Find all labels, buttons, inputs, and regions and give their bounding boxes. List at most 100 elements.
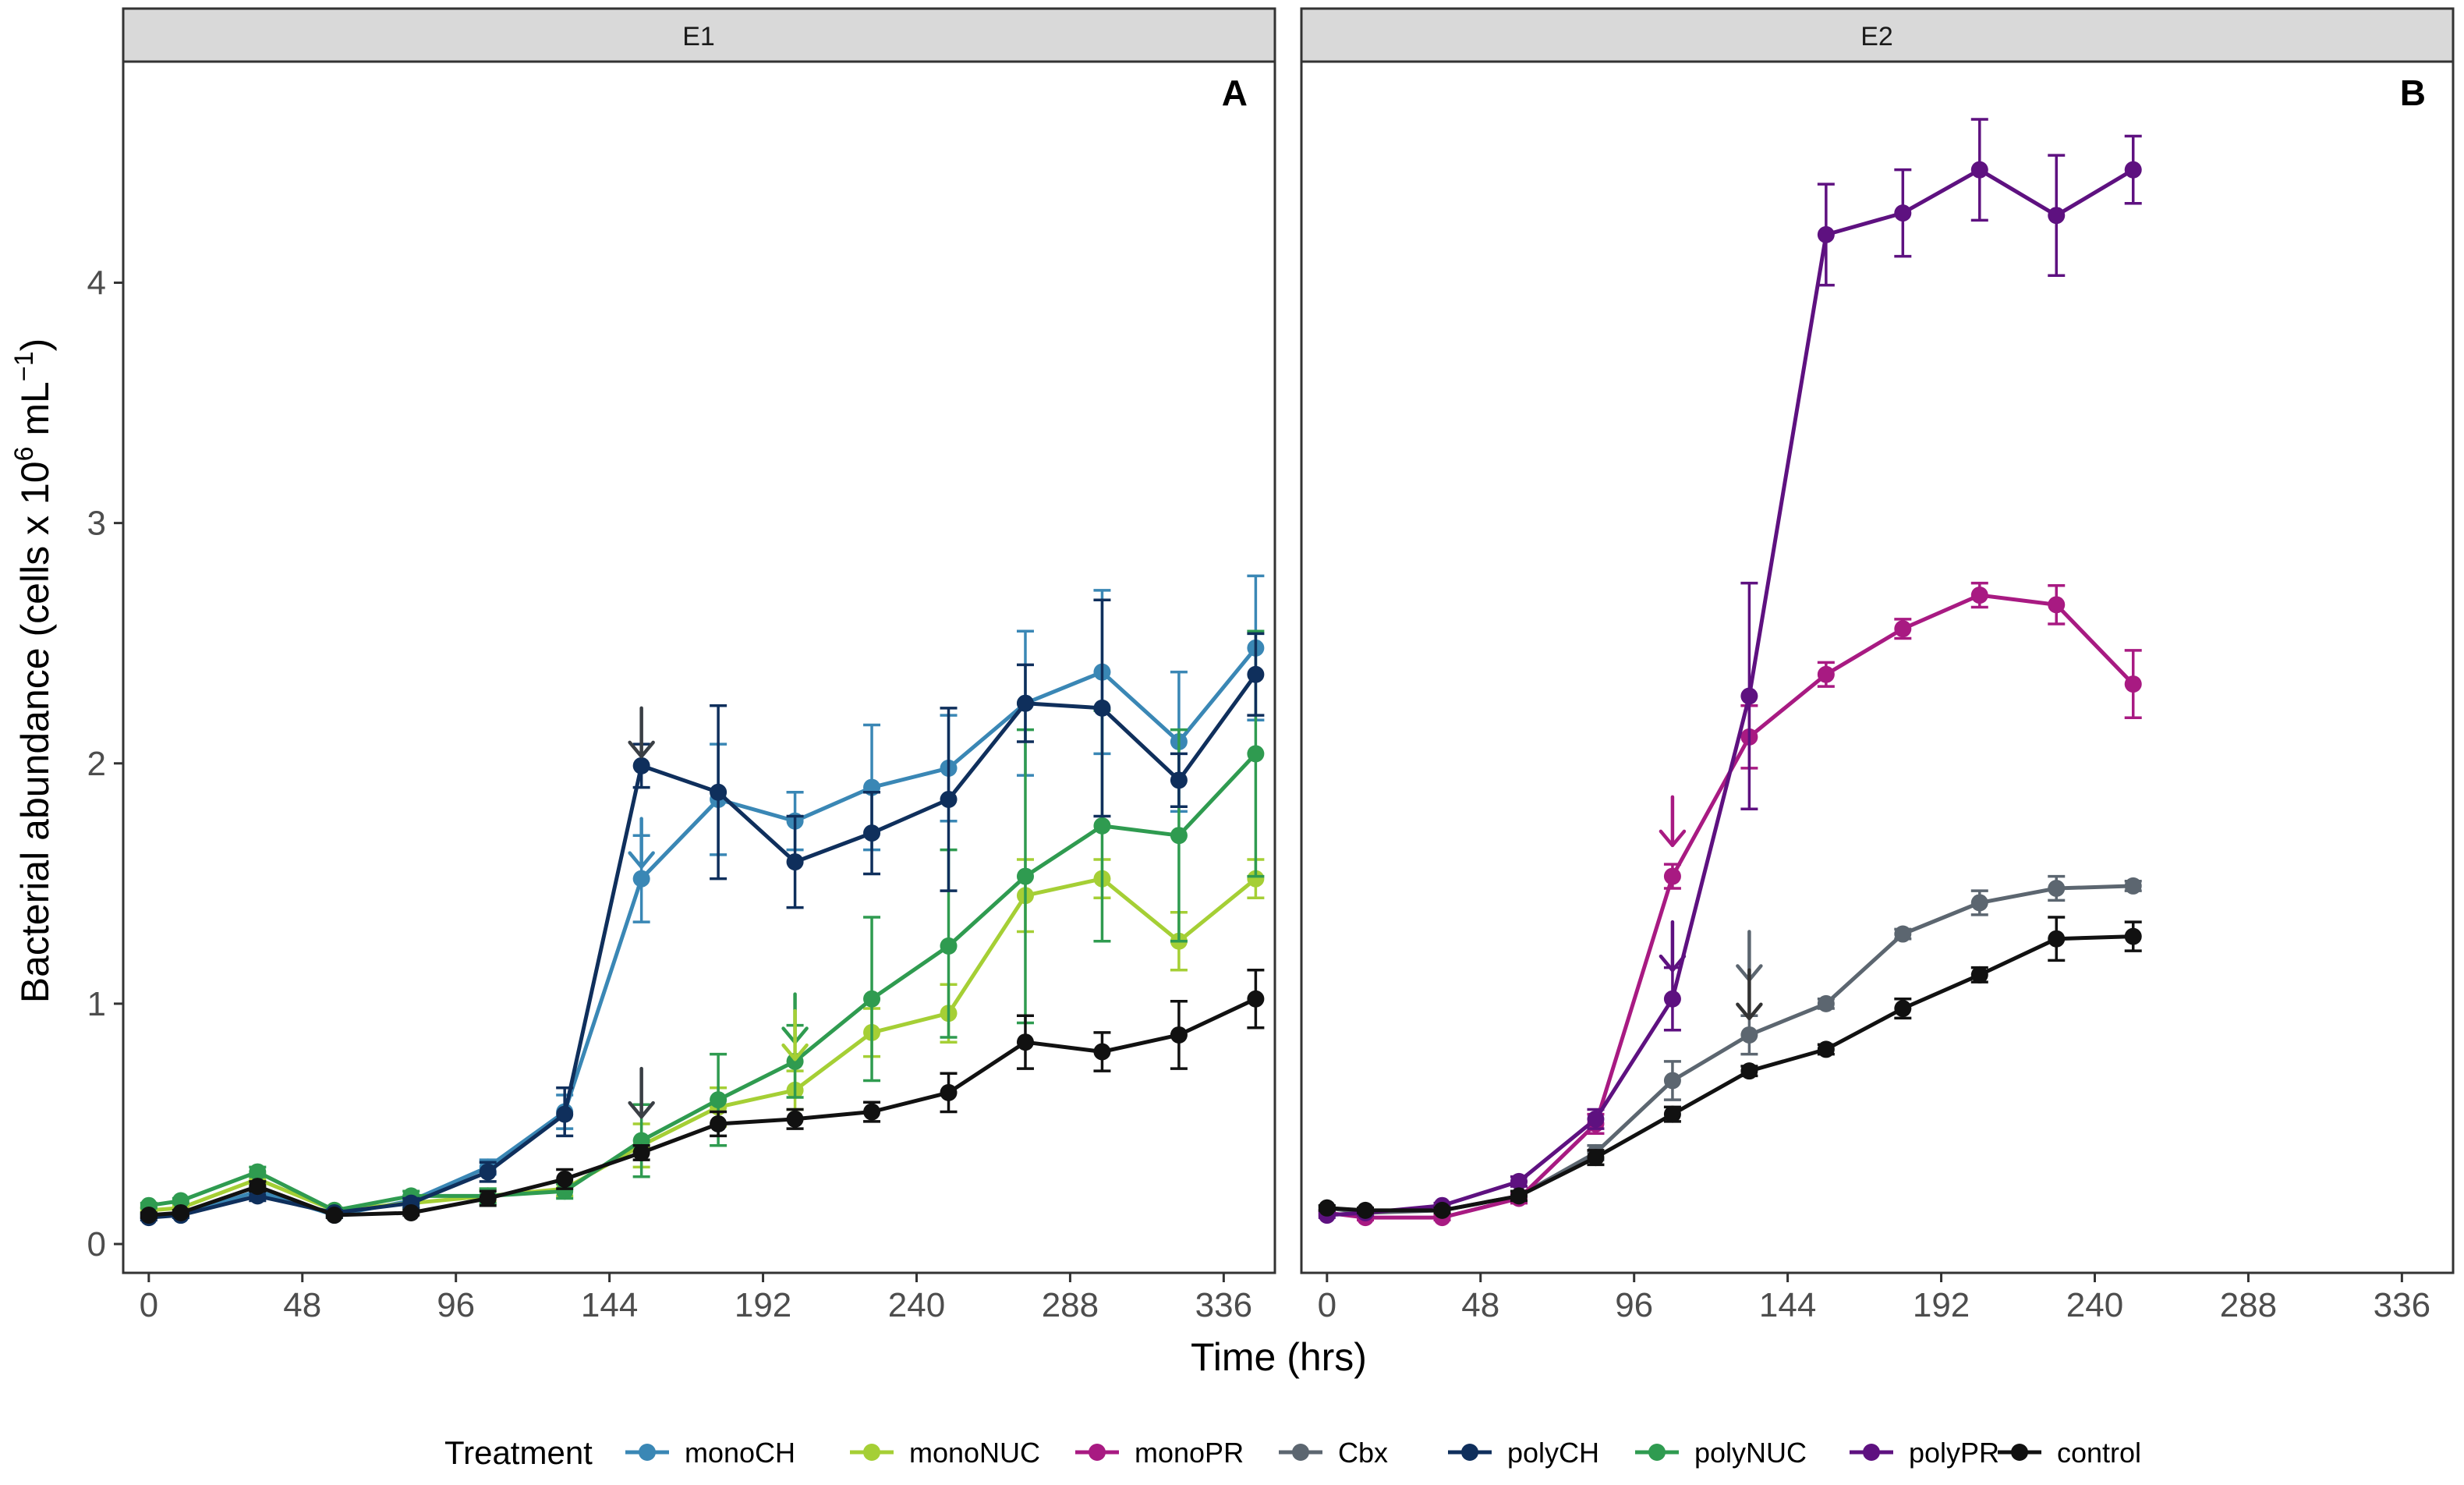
x-tick-label: 192 <box>735 1286 791 1324</box>
data-point-control <box>325 1207 343 1225</box>
series-control <box>140 969 1265 1225</box>
series-e1 <box>140 574 1265 1227</box>
data-point-polyNUC <box>1093 817 1111 835</box>
addition-arrow <box>628 1066 655 1119</box>
series-polyCH <box>140 598 1265 1227</box>
x-tick-label: 96 <box>437 1286 475 1324</box>
legend-label: polyNUC <box>1694 1437 1807 1469</box>
data-point-control <box>402 1203 420 1221</box>
data-point-monoCH <box>632 870 650 888</box>
legend-item-polyNUC: polyNUC <box>1635 1437 1807 1469</box>
series-control <box>1318 916 2142 1219</box>
arrow-head <box>781 1043 809 1061</box>
facet-strip-label-e2: E2 <box>1860 22 1893 51</box>
data-point-polyPR <box>1740 687 1758 705</box>
data-point-control <box>1247 990 1265 1008</box>
x-tick-label: 0 <box>140 1286 158 1324</box>
addition-arrow <box>628 817 655 869</box>
data-point-monoPR <box>1970 587 1988 604</box>
data-point-polyPR <box>2048 207 2066 225</box>
legend-label: Cbx <box>1338 1437 1388 1469</box>
x-tick-label: 96 <box>1615 1286 1653 1324</box>
x-tick-label: 48 <box>1461 1286 1499 1324</box>
facet-strip-label-e1: E1 <box>682 22 715 51</box>
data-point-control <box>1093 1043 1111 1061</box>
data-point-polyNUC <box>249 1163 267 1181</box>
data-point-polyPR <box>1817 225 1835 243</box>
data-point-polyNUC <box>1247 745 1265 763</box>
x-tick-label: 336 <box>1195 1286 1252 1324</box>
legend-label: monoCH <box>685 1437 795 1469</box>
data-point-control <box>140 1207 158 1225</box>
y-tick-label: 1 <box>87 985 106 1023</box>
x-tick-label: 192 <box>1913 1286 1970 1324</box>
x-tick-label: 144 <box>1759 1286 1816 1324</box>
data-point-polyNUC <box>940 937 958 955</box>
facet-strip-e1 <box>122 7 1276 63</box>
arrow-head <box>628 851 655 869</box>
data-point-control <box>1016 1033 1034 1051</box>
data-point-polyNUC <box>1016 867 1034 885</box>
addition-arrow <box>1659 920 1687 973</box>
data-point-polyNUC <box>556 1182 574 1200</box>
arrow-head <box>1736 1002 1763 1020</box>
data-point-polyPR <box>1894 204 1912 222</box>
series-line-control <box>1326 934 2133 1213</box>
data-point-polyCH <box>1170 771 1188 789</box>
data-point-monoPR <box>1894 620 1912 638</box>
series-line-polyPR <box>1326 168 2134 1217</box>
legend-label: monoNUC <box>909 1437 1040 1469</box>
data-point-control <box>1170 1026 1188 1044</box>
legend-label: polyCH <box>1507 1437 1599 1469</box>
data-point-polyNUC <box>1170 827 1188 845</box>
legend-item-control: control <box>1998 1437 2141 1469</box>
arrow-head <box>1659 954 1687 973</box>
data-point-polyNUC <box>710 1091 728 1109</box>
series-line-polyNUC <box>148 752 1258 1213</box>
legend: Treatment monoCH monoNUC monoPR Cbx polyCH po… <box>444 1434 2141 1471</box>
data-point-control <box>940 1083 958 1101</box>
data-point-polyCH <box>1093 699 1111 717</box>
legend-label: polyPR <box>1909 1437 1999 1469</box>
series-line-polyCH <box>148 673 1258 1220</box>
legend-item-polyCH: polyCH <box>1448 1437 1599 1469</box>
legend-label: monoPR <box>1135 1437 1244 1469</box>
data-point-polyNUC <box>786 1052 804 1070</box>
x-tick-label: 336 <box>2374 1286 2430 1324</box>
x-tick-label: 48 <box>283 1286 321 1324</box>
data-point-control <box>786 1110 804 1128</box>
data-point-polyPR <box>1970 161 1988 179</box>
data-point-polyPR <box>1510 1172 1528 1190</box>
data-point-control <box>172 1203 189 1221</box>
data-point-control <box>2048 930 2066 948</box>
addition-arrow <box>628 706 655 759</box>
data-point-control <box>479 1189 497 1207</box>
data-point-polyCH <box>940 790 958 808</box>
legend-marker <box>1089 1444 1106 1461</box>
legend-item-monoCH: monoCH <box>625 1437 795 1469</box>
arrows-e2 <box>1659 795 1763 1020</box>
data-point-control <box>1663 1105 1681 1123</box>
data-point-Cbx <box>2048 879 2066 897</box>
data-point-control <box>1433 1201 1451 1219</box>
x-tick-label: 288 <box>2220 1286 2277 1324</box>
data-point-Cbx <box>1817 994 1835 1012</box>
legend-item-polyPR: polyPR <box>1850 1437 1999 1469</box>
data-point-polyCH <box>710 783 728 801</box>
y-axis-label: Bacterial abundance (cells x 106 mL−1) <box>9 338 57 1004</box>
data-point-control <box>249 1178 267 1196</box>
x-tick-label: 240 <box>2066 1286 2123 1324</box>
series-e2 <box>1318 118 2142 1227</box>
legend-item-monoPR: monoPR <box>1075 1437 1244 1469</box>
series-polyPR <box>1318 118 2142 1225</box>
plot-area-e2 <box>1300 60 2455 1274</box>
y-tick-label: 2 <box>87 745 106 783</box>
legend-marker <box>1648 1444 1666 1461</box>
series-line-monoPR <box>1326 593 2135 1220</box>
data-point-polyPR <box>2124 161 2142 179</box>
data-point-polyCH <box>786 853 804 871</box>
panel-e1: E1 A 0 48 96 144 192 240 288 336 0 1 2 3 4 <box>87 7 1276 1324</box>
x-tick-label: 288 <box>1042 1286 1099 1324</box>
data-point-control <box>1587 1149 1605 1167</box>
